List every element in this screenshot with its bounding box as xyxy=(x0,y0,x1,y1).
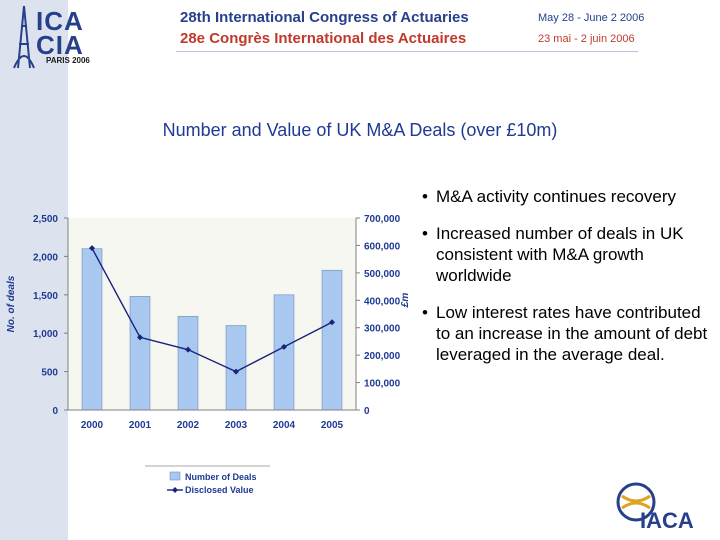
y-axis-label: No. of deals xyxy=(6,275,17,332)
line-point xyxy=(329,319,335,326)
y2-tick-label: 600,000 xyxy=(364,241,401,252)
bullet-item: Increased number of deals in UK consiste… xyxy=(420,223,712,286)
y2-tick-label: 200,000 xyxy=(364,351,401,362)
y-tick-label: 1,500 xyxy=(33,291,58,302)
congress-dates-en: May 28 - June 2 2006 xyxy=(538,12,645,24)
header-divider xyxy=(176,51,638,52)
bullet-item: M&A activity continues recovery xyxy=(420,186,712,207)
legend-swatch-bar xyxy=(169,471,181,481)
congress-logo: ICA CIA PARIS 2006 xyxy=(4,4,102,70)
chart-title: Number and Value of UK M&A Deals (over £… xyxy=(162,120,558,140)
y-tick-label: 500 xyxy=(41,368,58,379)
y-tick-label: 0 xyxy=(52,406,58,417)
globe-icon xyxy=(616,482,656,522)
iaca-logo-text: IACA xyxy=(640,508,694,533)
x-tick-label: 2004 xyxy=(273,420,296,431)
x-tick-label: 2002 xyxy=(177,420,200,431)
line-point xyxy=(281,343,287,350)
iaca-logo: IACA xyxy=(612,478,712,536)
eiffel-tower-icon xyxy=(13,5,35,69)
x-tick-label: 2005 xyxy=(321,420,344,431)
y2-tick-label: 400,000 xyxy=(364,296,401,307)
line-point xyxy=(233,368,239,375)
y2-tick-label: 700,000 xyxy=(364,214,401,225)
x-tick-label: 2001 xyxy=(129,420,152,431)
congress-dates-fr: 23 mai - 2 juin 2006 xyxy=(538,33,635,45)
y-tick-label: 2,500 xyxy=(33,214,58,225)
logo-text-cia: CIA xyxy=(36,30,84,60)
legend-label: Number of Deals xyxy=(185,472,257,482)
line-point xyxy=(185,346,191,353)
y2-tick-label: 300,000 xyxy=(364,324,401,335)
bullet-list: M&A activity continues recovery Increase… xyxy=(420,186,712,381)
x-tick-label: 2003 xyxy=(225,420,248,431)
congress-title-fr: 28e Congrès International des Actuaires xyxy=(180,30,467,47)
left-decorative-band xyxy=(0,0,68,540)
congress-title-en: 28th International Congress of Actuaries xyxy=(180,9,469,26)
y2-axis-label: £m xyxy=(400,293,411,309)
chart-legend: Number of Deals Disclosed Value xyxy=(145,465,270,495)
bar xyxy=(273,294,295,411)
bullet-item: Low interest rates have contributed to a… xyxy=(420,302,712,365)
bar xyxy=(81,248,103,411)
bar xyxy=(129,296,151,411)
x-tick-label: 2000 xyxy=(81,420,104,431)
legend-swatch-marker xyxy=(172,487,178,493)
y2-tick-label: 100,000 xyxy=(364,379,401,390)
legend-label: Disclosed Value xyxy=(185,485,254,495)
bar xyxy=(177,316,199,411)
y2-tick-label: 500,000 xyxy=(364,269,401,280)
logo-city: PARIS 2006 xyxy=(46,56,90,65)
y-tick-label: 1,000 xyxy=(33,329,58,340)
line-point xyxy=(137,334,143,341)
uk-ma-deals-chart: 0 500 1,000 1,500 2,000 2,500 0 100,000 200,000 3… xyxy=(6,214,411,495)
logo-text-ica: ICA xyxy=(36,6,84,36)
bar xyxy=(321,269,343,411)
line-point xyxy=(89,245,95,252)
series-line xyxy=(91,247,333,373)
plot-area xyxy=(68,218,356,410)
y-tick-label: 2,000 xyxy=(33,252,58,263)
y2-tick-label: 0 xyxy=(364,406,370,417)
